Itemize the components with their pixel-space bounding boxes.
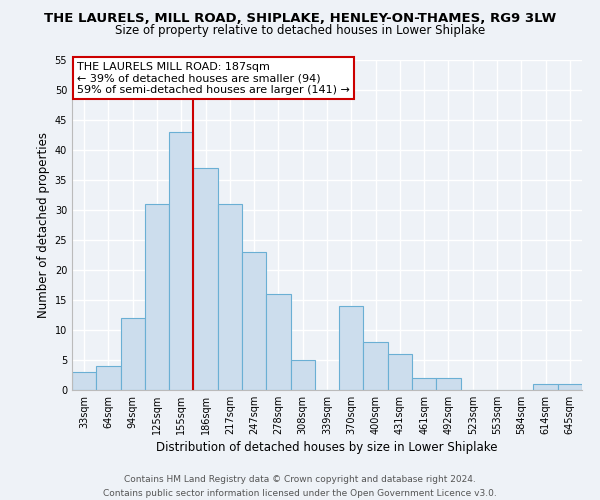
Bar — [339, 306, 364, 390]
Bar — [169, 132, 193, 390]
Bar — [145, 204, 169, 390]
Bar — [242, 252, 266, 390]
Bar — [218, 204, 242, 390]
Bar — [72, 372, 96, 390]
Bar — [412, 378, 436, 390]
X-axis label: Distribution of detached houses by size in Lower Shiplake: Distribution of detached houses by size … — [156, 441, 498, 454]
Bar — [558, 384, 582, 390]
Bar — [388, 354, 412, 390]
Bar — [364, 342, 388, 390]
Y-axis label: Number of detached properties: Number of detached properties — [37, 132, 50, 318]
Text: THE LAURELS MILL ROAD: 187sqm
← 39% of detached houses are smaller (94)
59% of s: THE LAURELS MILL ROAD: 187sqm ← 39% of d… — [77, 62, 350, 95]
Bar — [193, 168, 218, 390]
Bar — [121, 318, 145, 390]
Bar — [290, 360, 315, 390]
Bar — [533, 384, 558, 390]
Text: THE LAURELS, MILL ROAD, SHIPLAKE, HENLEY-ON-THAMES, RG9 3LW: THE LAURELS, MILL ROAD, SHIPLAKE, HENLEY… — [44, 12, 556, 26]
Text: Size of property relative to detached houses in Lower Shiplake: Size of property relative to detached ho… — [115, 24, 485, 37]
Bar — [436, 378, 461, 390]
Bar — [96, 366, 121, 390]
Text: Contains HM Land Registry data © Crown copyright and database right 2024.
Contai: Contains HM Land Registry data © Crown c… — [103, 476, 497, 498]
Bar — [266, 294, 290, 390]
